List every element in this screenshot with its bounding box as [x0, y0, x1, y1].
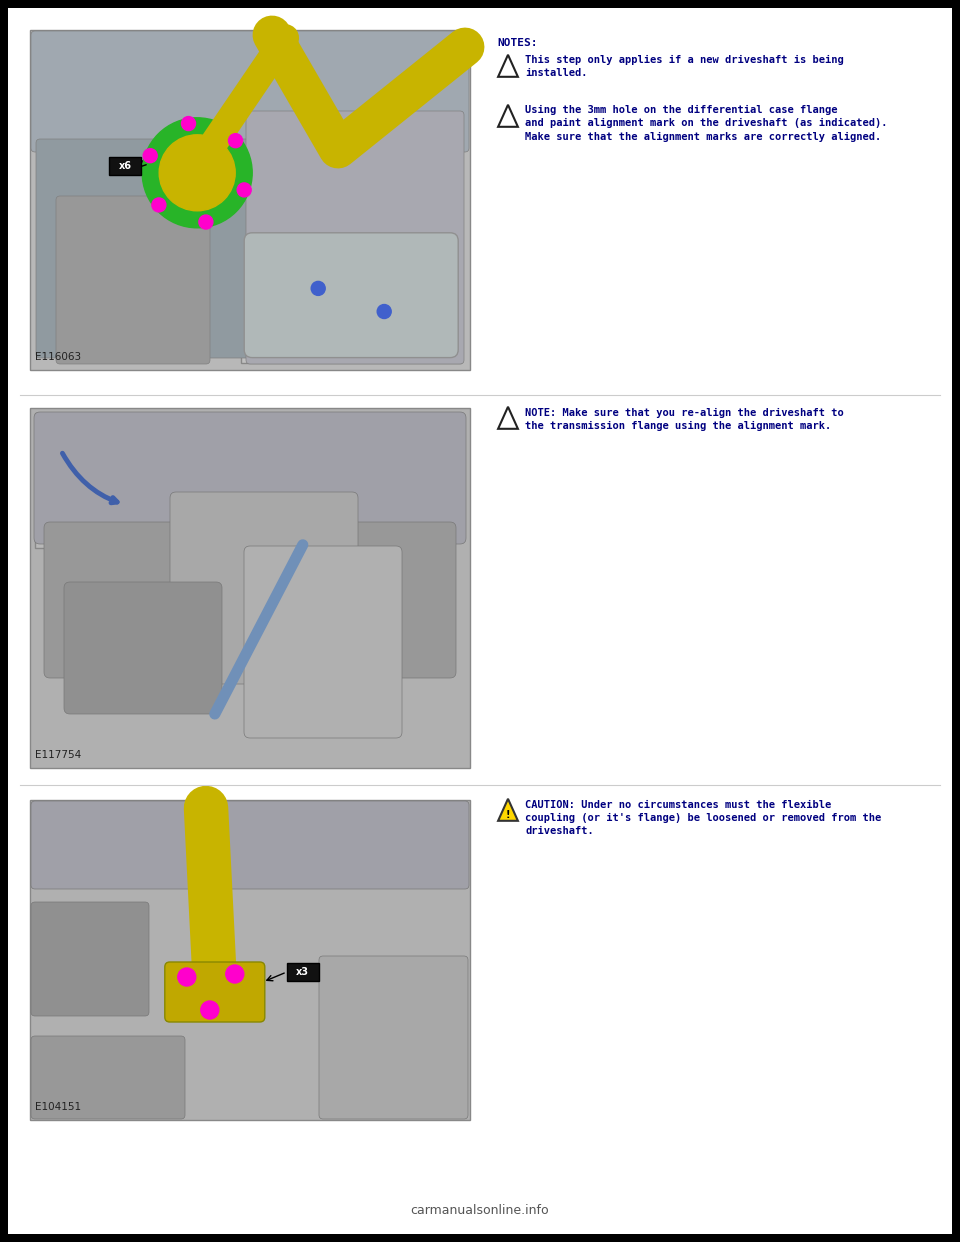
FancyBboxPatch shape — [44, 522, 456, 678]
FancyBboxPatch shape — [109, 156, 141, 175]
Text: x6: x6 — [118, 161, 132, 171]
Circle shape — [143, 149, 157, 163]
Circle shape — [178, 968, 196, 986]
FancyBboxPatch shape — [31, 801, 469, 889]
Circle shape — [377, 304, 392, 318]
FancyBboxPatch shape — [165, 963, 265, 1022]
FancyBboxPatch shape — [30, 409, 470, 768]
Text: E117754: E117754 — [35, 750, 82, 760]
FancyBboxPatch shape — [31, 1036, 185, 1119]
FancyBboxPatch shape — [35, 414, 180, 548]
Text: This step only applies if a new driveshaft is being
installed.: This step only applies if a new drivesha… — [525, 55, 844, 78]
Polygon shape — [498, 55, 517, 77]
Text: NOTES:: NOTES: — [497, 39, 538, 48]
Circle shape — [159, 135, 235, 211]
FancyBboxPatch shape — [319, 956, 468, 1119]
Circle shape — [226, 965, 244, 982]
Text: NOTE: Make sure that you re-align the driveshaft to
the transmission flange usin: NOTE: Make sure that you re-align the dr… — [525, 409, 844, 431]
Text: E104151: E104151 — [35, 1102, 82, 1112]
FancyBboxPatch shape — [244, 232, 458, 358]
Circle shape — [311, 282, 325, 296]
Circle shape — [181, 117, 196, 130]
FancyBboxPatch shape — [241, 227, 461, 363]
Text: CAUTION: Under no circumstances must the flexible
coupling (or it's flange) be l: CAUTION: Under no circumstances must the… — [525, 800, 881, 836]
Text: x3: x3 — [297, 968, 309, 977]
Polygon shape — [498, 799, 517, 821]
Polygon shape — [498, 104, 517, 127]
Text: Using the 3mm hole on the differential case flange
and paint alignment mark on t: Using the 3mm hole on the differential c… — [525, 106, 887, 142]
Polygon shape — [498, 407, 517, 428]
FancyBboxPatch shape — [36, 139, 254, 358]
FancyBboxPatch shape — [34, 412, 466, 544]
Circle shape — [152, 197, 166, 212]
Text: !: ! — [506, 810, 511, 820]
FancyBboxPatch shape — [246, 111, 464, 364]
FancyBboxPatch shape — [287, 963, 319, 981]
Circle shape — [228, 134, 243, 148]
FancyBboxPatch shape — [30, 800, 470, 1120]
FancyBboxPatch shape — [244, 546, 402, 738]
Circle shape — [142, 118, 252, 227]
FancyBboxPatch shape — [170, 492, 358, 684]
Text: E116063: E116063 — [35, 351, 82, 361]
FancyBboxPatch shape — [31, 902, 149, 1016]
FancyBboxPatch shape — [8, 7, 952, 1235]
FancyBboxPatch shape — [30, 30, 470, 370]
Text: carmanualsonline.info: carmanualsonline.info — [411, 1203, 549, 1216]
Circle shape — [199, 215, 213, 229]
FancyBboxPatch shape — [31, 31, 469, 152]
Circle shape — [237, 183, 252, 197]
FancyBboxPatch shape — [64, 582, 222, 714]
Circle shape — [201, 1001, 219, 1018]
FancyBboxPatch shape — [56, 196, 210, 364]
